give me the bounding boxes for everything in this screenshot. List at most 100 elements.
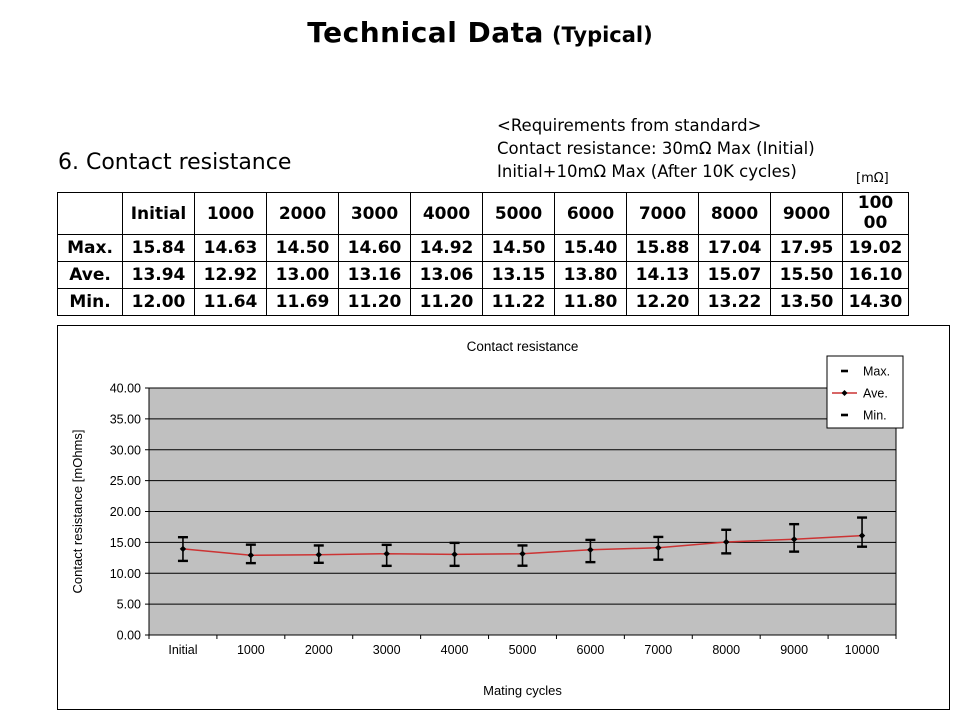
x-axis-title: Mating cycles [483, 683, 562, 698]
y-tick-label: 25.00 [110, 474, 141, 488]
table-cell: 14.13 [626, 261, 699, 289]
x-tick-label: 3000 [373, 643, 401, 657]
table-cell: 13.00 [266, 261, 339, 289]
x-tick-label: 7000 [644, 643, 672, 657]
table-cell: 16.10 [842, 261, 909, 289]
ave-point-marker [519, 550, 526, 557]
table-cell: 17.04 [698, 234, 771, 262]
x-tick-label: 4000 [441, 643, 469, 657]
table-cell: 15.88 [626, 234, 699, 262]
table-cell: 13.22 [698, 288, 771, 316]
table-cell: 13.94 [122, 261, 195, 289]
y-tick-label: 30.00 [110, 443, 141, 457]
table-header-cell: 2000 [266, 192, 339, 235]
table-row: Max. 15.84 14.63 14.50 14.60 14.92 14.50 15.40 1… [57, 234, 909, 262]
table-cell: 12.20 [626, 288, 699, 316]
table-cell: 17.95 [770, 234, 843, 262]
x-tick-label: Initial [168, 643, 197, 657]
table-header-cell: 7000 [626, 192, 699, 235]
table-cell: 11.80 [554, 288, 627, 316]
table-cell: 12.92 [194, 261, 267, 289]
page-title-suffix: (Typical) [551, 23, 653, 47]
x-tick-label: 10000 [845, 643, 880, 657]
table-cell: 11.22 [482, 288, 555, 316]
table-cell: 14.50 [266, 234, 339, 262]
row-label: Max. [57, 234, 123, 262]
y-tick-label: 5.00 [117, 598, 141, 612]
chart-title: Contact resistance [467, 339, 579, 354]
table-header-cell: 4000 [410, 192, 483, 235]
table-cell: 13.80 [554, 261, 627, 289]
requirements-block: <Requirements from standard> Contact res… [497, 114, 815, 183]
table-row: Ave. 13.94 12.92 13.00 13.16 13.06 13.15 13.80 1… [57, 261, 909, 289]
y-tick-label: 10.00 [110, 567, 141, 581]
x-tick-label: 5000 [509, 643, 537, 657]
unit-note: [mΩ] [856, 171, 889, 186]
legend-box [826, 355, 904, 429]
x-tick-label: 2000 [305, 643, 333, 657]
legend-label: Max. [863, 365, 890, 379]
ave-point-marker [723, 538, 730, 546]
x-tick-label: 8000 [712, 643, 740, 657]
x-tick-label: 9000 [780, 643, 808, 657]
table-cell: 15.84 [122, 234, 195, 262]
table-cell: 11.69 [266, 288, 339, 316]
table-header-cell: Initial [122, 192, 195, 235]
table-cell: 14.63 [194, 234, 267, 262]
ave-point-marker [247, 552, 255, 559]
table-cell: 13.06 [410, 261, 483, 289]
table-cell: 14.92 [410, 234, 483, 262]
table-header-cell [57, 192, 123, 235]
row-label: Min. [57, 288, 123, 316]
ave-point-marker [790, 536, 798, 543]
table-cell: 14.60 [338, 234, 411, 262]
table-cell: 14.30 [842, 288, 909, 316]
requirements-line-1: <Requirements from standard> [497, 116, 762, 135]
table-header-cell: 9000 [770, 192, 843, 235]
table-header-row: Initial 1000 2000 3000 4000 5000 6000 70… [57, 192, 909, 235]
table-cell: 12.00 [122, 288, 195, 316]
requirements-line-2: Contact resistance: 30mΩ Max (Initial) [497, 139, 815, 158]
table-cell: 13.15 [482, 261, 555, 289]
y-tick-label: 15.00 [110, 536, 141, 550]
ave-point-marker [179, 545, 187, 553]
y-axis-title: Contact resistance [mOhms] [70, 430, 85, 594]
table-header-cell: 6000 [554, 192, 627, 235]
requirements-line-3: Initial+10mΩ Max (After 10K cycles) [497, 162, 797, 181]
y-tick-label: 40.00 [110, 382, 141, 396]
legend-dot-marker [841, 390, 848, 396]
ave-point-marker [655, 544, 662, 551]
table-cell: 14.50 [482, 234, 555, 262]
legend-label: Min. [863, 409, 887, 423]
ave-point-marker [451, 551, 458, 558]
table-cell: 15.40 [554, 234, 627, 262]
table-cell: 13.16 [338, 261, 411, 289]
page-title: Technical Data (Typical) [0, 16, 960, 49]
table-cell: 15.07 [698, 261, 771, 289]
ave-point-marker [858, 532, 866, 539]
table-header-cell: 10000 [842, 192, 909, 235]
chart-container: 0.00 5.00 10.00 15.00 20.00 25.00 30.00 35.00 40… [57, 325, 950, 710]
table-cell: 11.64 [194, 288, 267, 316]
table-cell: 13.50 [770, 288, 843, 316]
y-tick-label: 35.00 [110, 412, 141, 426]
table-cell: 15.50 [770, 261, 843, 289]
x-tick-label: 6000 [577, 643, 605, 657]
row-label: Ave. [57, 261, 123, 289]
contact-resistance-table: Initial 1000 2000 3000 4000 5000 6000 70… [57, 192, 909, 316]
table-header-cell: 8000 [698, 192, 771, 235]
legend-label: Ave. [863, 387, 888, 401]
y-tick-label: 0.00 [117, 629, 141, 643]
x-tick-label: 1000 [237, 643, 265, 657]
table-header-cell: 3000 [338, 192, 411, 235]
y-tick-label: 20.00 [110, 505, 141, 519]
table-row: Min. 12.00 11.64 11.69 11.20 11.20 11.22 11.80 1… [57, 288, 909, 316]
table-cell: 19.02 [842, 234, 909, 262]
page-title-main: Technical Data [307, 16, 544, 49]
contact-resistance-chart: 0.00 5.00 10.00 15.00 20.00 25.00 30.00 35.00 40… [70, 339, 904, 698]
section-heading: 6. Contact resistance [58, 150, 292, 175]
table-header-cell: 5000 [482, 192, 555, 235]
table-cell: 11.20 [338, 288, 411, 316]
table-cell: 11.20 [410, 288, 483, 316]
